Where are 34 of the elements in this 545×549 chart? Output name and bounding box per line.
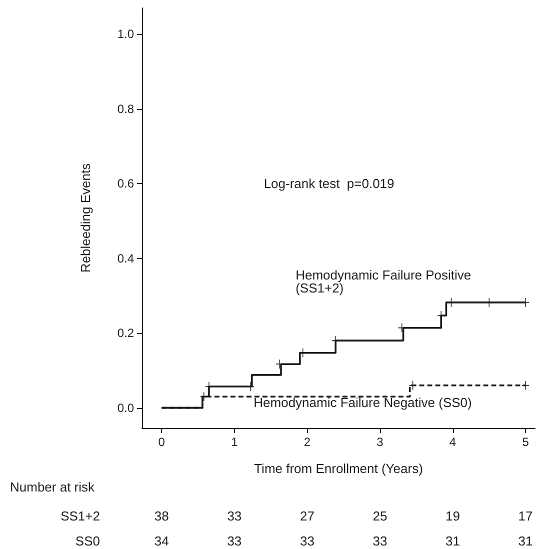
text: 33 xyxy=(372,534,388,548)
y-tick-label: 0.6 xyxy=(117,176,134,191)
x-tick-label: 4 xyxy=(449,435,456,449)
x-tick-label: 2 xyxy=(304,435,311,449)
text: 27 xyxy=(300,508,314,524)
x-tick-label: 1 xyxy=(231,435,238,449)
point xyxy=(522,380,530,390)
y-axis-title: Rebleeding Events xyxy=(78,162,93,273)
annotation: Log-rank test p=0.019 xyxy=(264,176,394,192)
series-label: Hemodynamic Failure Positive (SS1+2) xyxy=(296,268,475,296)
x-tick-label: 5 xyxy=(522,435,530,449)
text: 31 xyxy=(446,534,460,548)
series-label: Hemodynamic Failure Negative (SS0) xyxy=(254,394,472,410)
text: 33 xyxy=(227,534,242,548)
y-tick-label: 0.2 xyxy=(117,326,134,340)
point xyxy=(246,382,254,392)
y-tick-label: 0.8 xyxy=(117,102,134,116)
text: SS1+2 xyxy=(60,508,100,524)
y-tick-label: 1.0 xyxy=(117,27,134,42)
text: 34 xyxy=(154,534,169,548)
text: SS0 xyxy=(75,534,100,548)
text: Number at risk xyxy=(10,480,96,494)
text: 19 xyxy=(446,508,460,524)
text: 38 xyxy=(154,508,169,524)
y-tick-label: 0.0 xyxy=(117,400,134,415)
text: 25 xyxy=(372,508,388,524)
x-tick-label: 3 xyxy=(376,435,384,449)
text: 33 xyxy=(300,534,314,548)
y-tick-label: 0.4 xyxy=(117,251,134,266)
x-axis-title: Time from Enrollment (Years) xyxy=(254,461,423,476)
text: 33 xyxy=(227,508,242,524)
x-tick-label: 0 xyxy=(158,435,166,449)
text: 17 xyxy=(518,508,533,524)
text: 31 xyxy=(518,534,533,548)
